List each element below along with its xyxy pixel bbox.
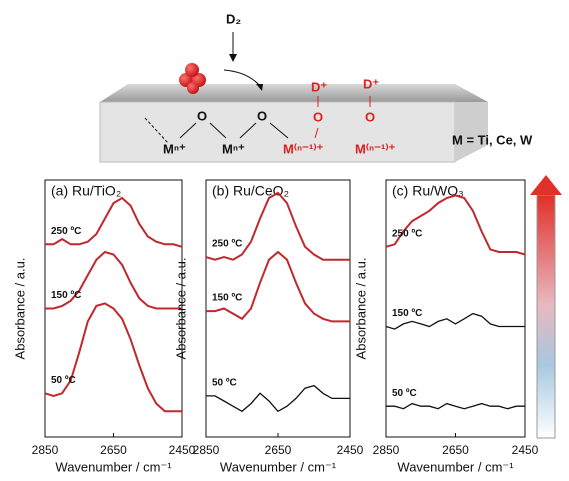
curve-label: 50 ºC [392,388,417,399]
schematic: D₂ O O O O D⁺ D⁺ Mⁿ⁺ Mⁿ⁺ M⁽ⁿ⁻¹⁾⁺ M⁽ⁿ⁻¹⁾⁺… [100,11,533,162]
metal: Mⁿ⁺ [222,141,245,156]
x-axis-title: Wavenumber / cm⁻¹ [55,459,172,474]
x-axis-title: Wavenumber / cm⁻¹ [397,459,514,474]
x-tick-label: 2850 [32,443,59,457]
page: D₂ O O O O D⁺ D⁺ Mⁿ⁺ Mⁿ⁺ M⁽ⁿ⁻¹⁾⁺ M⁽ⁿ⁻¹⁾⁺… [0,0,569,481]
y-axis-title: Absorbance / a.u. [173,258,188,360]
panel-title: (b) Ru/CeO₂ [212,183,289,199]
slab-top [100,84,488,102]
y-axis-title: Absorbance / a.u. [12,258,27,360]
x-tick-label: 2450 [337,443,364,457]
curve-label: 250 ºC [212,239,242,250]
adsorbate: D⁺ [363,76,379,91]
x-tick-label: 2650 [442,443,469,457]
curve-label: 150 ºC [212,293,242,304]
molecule-label: D₂ [226,11,241,26]
spectrum [386,404,525,409]
curve-label: 150 ºC [51,290,81,301]
oxygen: O [197,108,207,123]
metal: M⁽ⁿ⁻¹⁾⁺ [283,141,324,156]
y-axis-title: Absorbance / a.u. [353,258,368,360]
oxygen: O [257,108,267,123]
gradient-bar [537,195,555,438]
ru-particle [185,63,199,77]
curve-label: 250 ºC [392,228,422,239]
metal: Mⁿ⁺ [163,141,186,156]
figure: D₂ O O O O D⁺ D⁺ Mⁿ⁺ Mⁿ⁺ M⁽ⁿ⁻¹⁾⁺ M⁽ⁿ⁻¹⁾⁺… [0,0,569,481]
panel-title: (a) Ru/TiO₂ [51,183,121,199]
x-tick-label: 2850 [193,443,220,457]
x-tick-label: 2850 [373,443,400,457]
spectrum [386,195,525,254]
plot-frame [206,180,350,437]
oxygen: O [313,109,323,124]
spectrum [206,252,350,321]
arrow [224,70,260,86]
spectrum [45,198,182,247]
arrow-head [229,54,237,62]
curve-label: 250 ºC [51,226,81,237]
x-tick-label: 2650 [100,443,127,457]
curve-label: 50 ºC [51,375,76,386]
color-bar [530,175,562,438]
spectrum [206,386,350,412]
spectrum [45,303,182,411]
bar-arrow [530,175,562,195]
ru-particle [187,82,199,94]
curve-label: 150 ºC [392,308,422,319]
x-tick-label: 2450 [512,443,539,457]
x-tick-label: 2450 [169,443,196,457]
metal: M⁽ⁿ⁻¹⁾⁺ [355,141,396,156]
slab-front [100,102,455,162]
legend-text: M = Ti, Ce, W [452,132,533,147]
adsorbate: D⁺ [311,79,327,94]
oxygen: O [365,109,375,124]
curve-label: 50 ºC [212,378,237,389]
x-tick-label: 2650 [265,443,292,457]
x-axis-title: Wavenumber / cm⁻¹ [220,459,337,474]
